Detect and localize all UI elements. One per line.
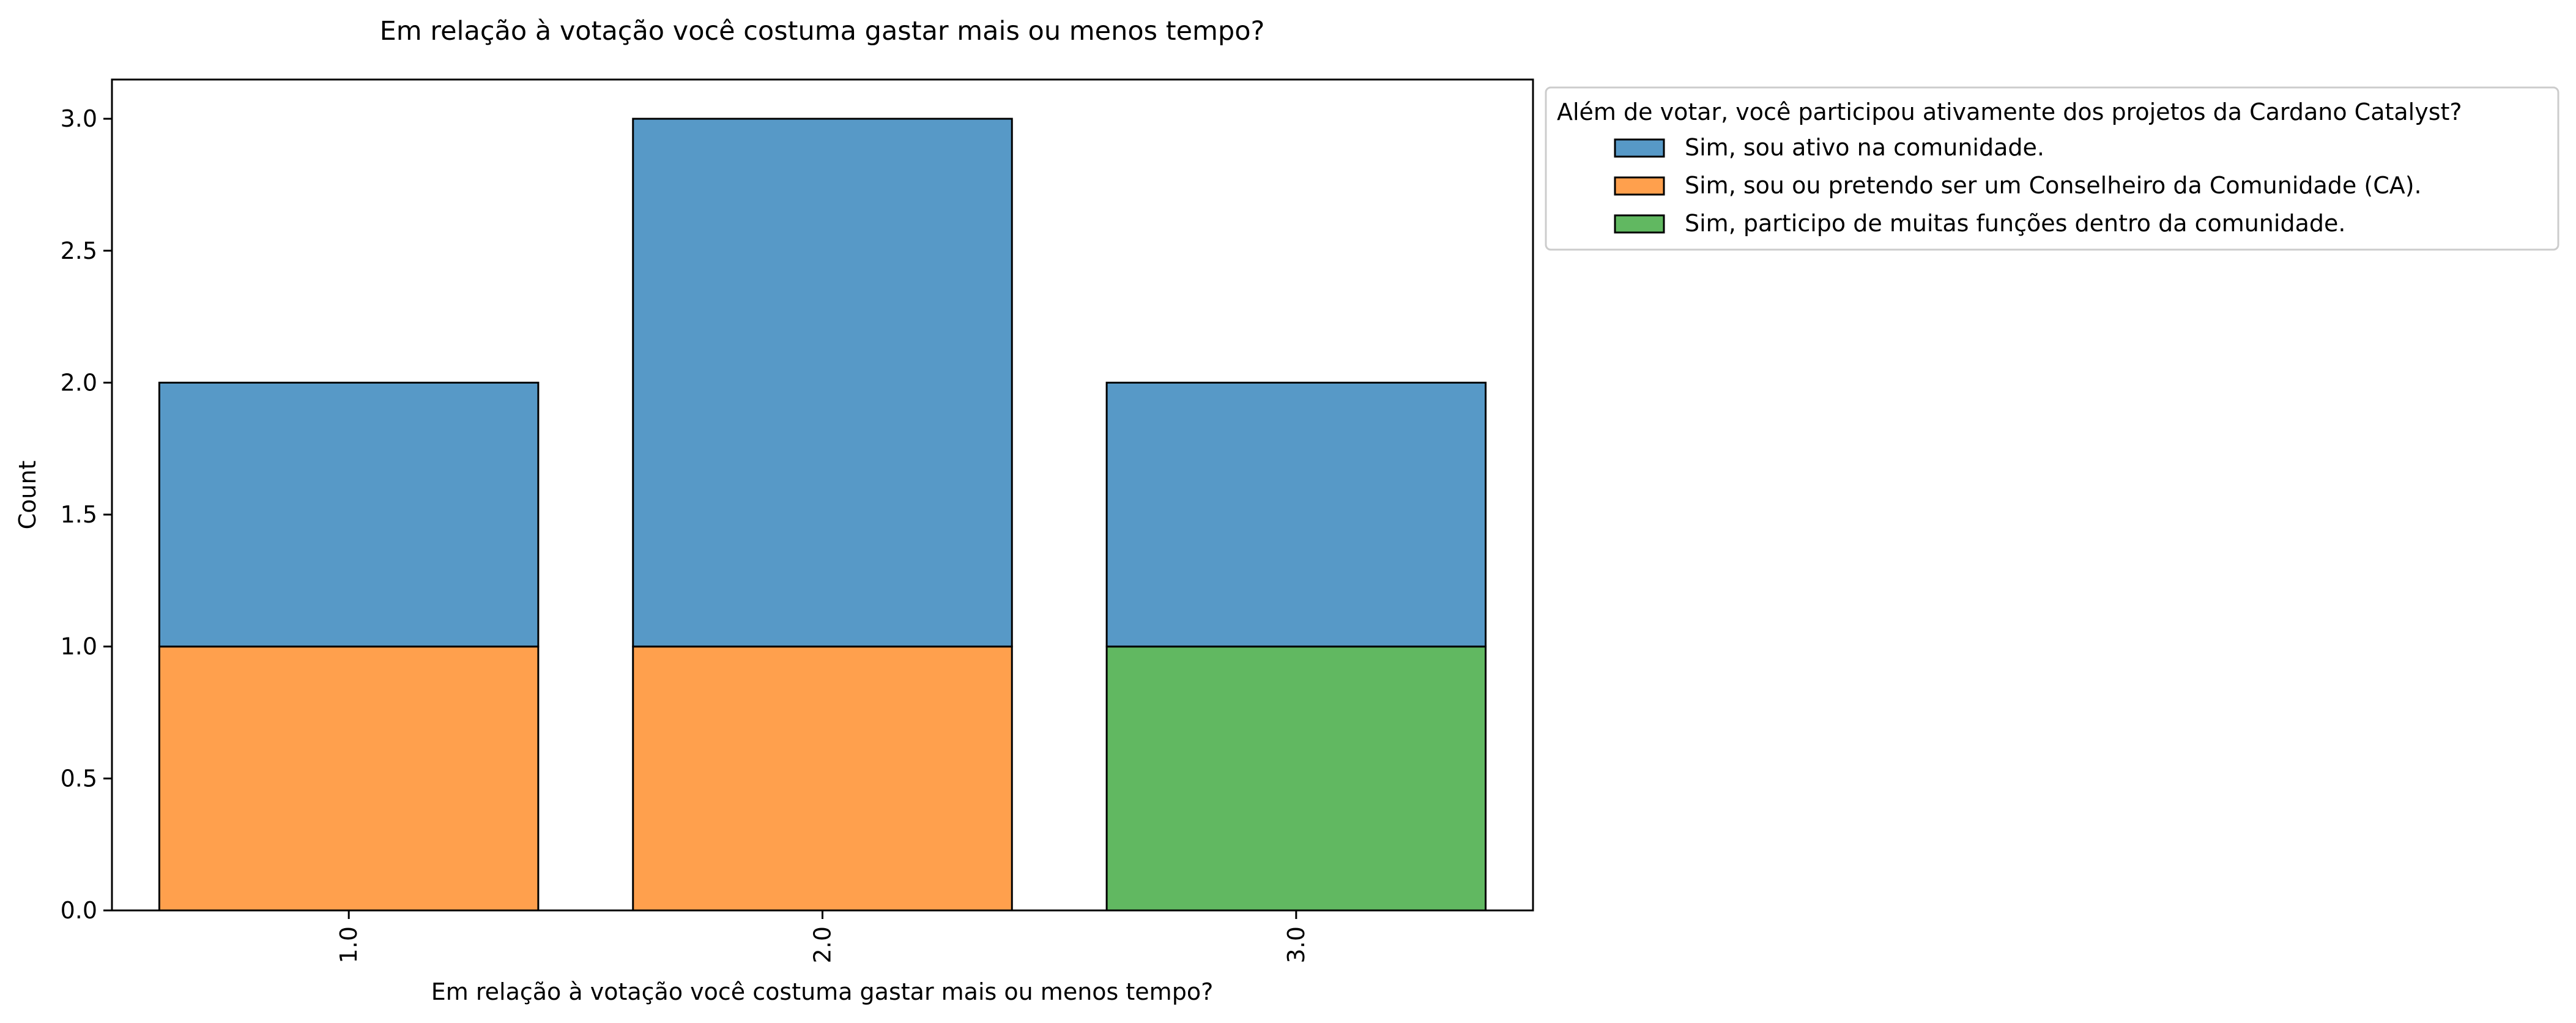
y-axis-ticks: 0.0 0.5 1.0 1.5 2.0 2.5 3.0 — [61, 105, 112, 924]
bar-segment — [632, 117, 1013, 648]
y-tick-label: 1.5 — [61, 501, 97, 528]
x-tick-label: 1.0 — [335, 926, 362, 963]
y-tick-label: 2.5 — [61, 237, 97, 264]
legend-entry: Sim, sou ativo na comunidade. — [1685, 134, 2044, 161]
y-tick-label: 0.5 — [61, 765, 97, 792]
x-tick-label: 3.0 — [1283, 926, 1310, 963]
bar-segment — [158, 645, 540, 912]
legend-entry: Sim, sou ou pretendo ser um Conselheiro … — [1685, 172, 2422, 199]
y-axis-label: Count — [14, 461, 41, 530]
x-axis-ticks: 1.0 2.0 3.0 — [335, 910, 1310, 963]
bar-segment — [158, 381, 540, 648]
y-tick-label: 0.0 — [61, 897, 97, 924]
y-tick-label: 3.0 — [61, 105, 97, 132]
bar-segment — [632, 645, 1013, 912]
legend-items: Sim, sou ativo na comunidade. Sim, sou ou… — [1614, 134, 2422, 237]
legend-entry: Sim, participo de muitas funções dentro … — [1685, 210, 2345, 237]
y-tick-label: 2.0 — [61, 369, 97, 396]
legend-frame — [1545, 86, 2559, 251]
legend-swatch — [1614, 214, 1665, 234]
legend: Além de votar, você participou ativament… — [1545, 86, 2559, 251]
legend-swatch — [1614, 138, 1665, 158]
chart-title: Em relação à votação você costuma gastar… — [380, 16, 1265, 46]
bars — [158, 117, 1487, 912]
y-tick-label: 1.0 — [61, 633, 97, 660]
legend-title: Além de votar, você participou ativament… — [1557, 99, 2462, 125]
bar-segment — [1105, 645, 1487, 912]
legend-swatch — [1614, 176, 1665, 196]
bar-segment — [1105, 381, 1487, 648]
x-tick-label: 2.0 — [809, 926, 836, 963]
x-axis-label: Em relação à votação você costuma gastar… — [431, 978, 1214, 1005]
